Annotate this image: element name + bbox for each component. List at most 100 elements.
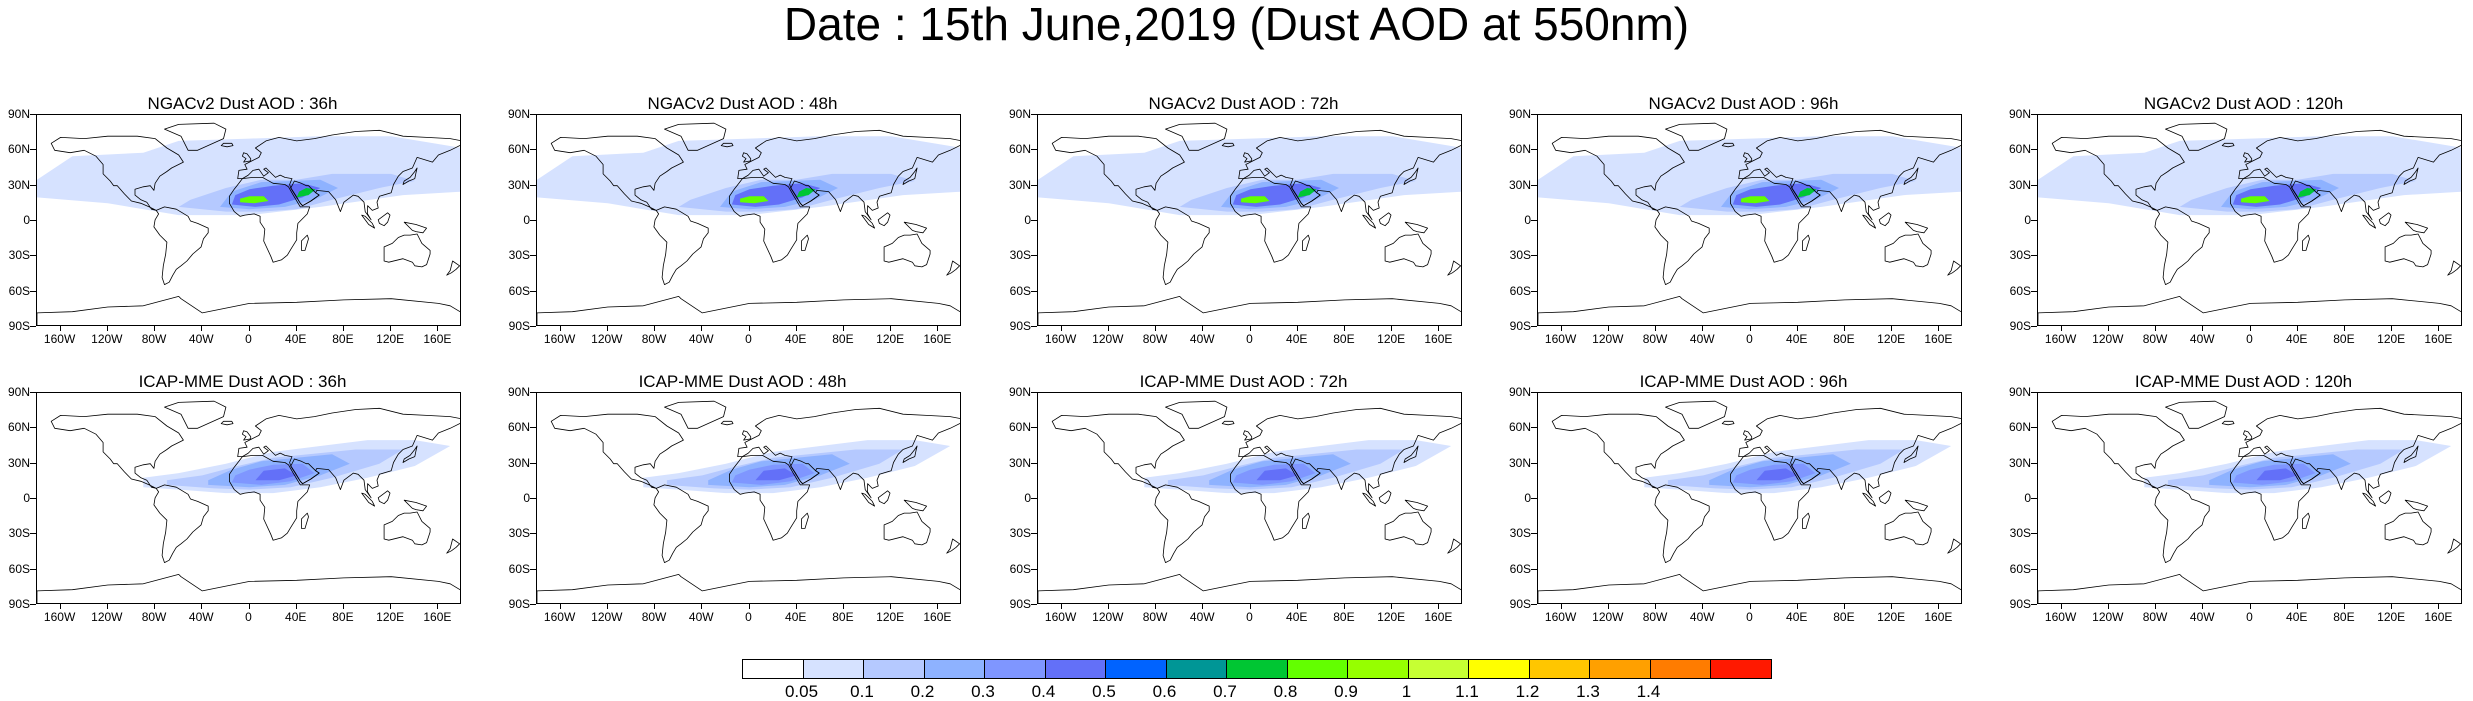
arabia-seam-outline [2291,180,2321,207]
iceland-outline [1221,420,1235,426]
sumatra-outline [1362,214,1377,229]
africa-outline [1229,177,1312,263]
great-britain-outline [2242,152,2253,163]
greenland-outline [164,400,227,429]
longitude-tick [2296,604,2298,609]
colorbar-labels: 0.05 0.1 0.2 0.3 0.4 0.5 0.6 0.7 0.8 0.9 1 1.1 1.2 1.… [742,683,1722,701]
greenland-outline [1165,122,1228,151]
map-canvas [1538,400,1961,603]
africa-outline [2229,455,2312,541]
latitude-label: 0 [1524,213,1531,227]
longitude-tick [2391,326,2393,331]
antarctica-outline [537,295,960,325]
longitude-tick [1560,326,1562,331]
longitude-label: 120E [876,332,905,346]
new-zealand-outline [946,260,960,276]
longitude-tick [654,326,656,331]
map-canvas [537,400,960,603]
new-guinea-outline [903,499,928,512]
greenland-outline [664,122,727,151]
latitude-label: 60N [1508,142,1531,157]
latitude-tick [1531,462,1537,464]
longitude-label: 40E [1286,332,1308,346]
longitude-label: 0 [1746,610,1753,624]
north-america-outline [50,135,184,211]
longitude-label: 0 [2246,610,2253,624]
south-america-outline [2154,206,2210,286]
latitude-label: 90N [1508,107,1531,121]
sumatra-outline [2362,214,2377,229]
longitude-tick [1655,326,1657,331]
colorbar-label: 0.4 [1031,682,1056,701]
longitude-tick [2438,604,2440,609]
longitude-label: 0 [245,610,252,624]
colorbar-label: 0.3 [971,682,995,701]
greenland-outline [664,400,727,429]
eurasia-outline [2238,129,2461,221]
madagascar-outline [1801,512,1810,529]
new-guinea-outline [1904,499,1929,512]
longitude-tick [654,604,656,609]
latitude-tick [30,498,36,499]
dust-aod-map [536,392,961,604]
longitude-tick [2391,604,2393,609]
colorbar-label: 1.1 [1455,682,1479,701]
eurasia-outline [737,407,960,499]
longitude-label: 40E [2286,610,2308,624]
longitude-label: 40W [2189,610,2215,624]
longitude-label: 120E [376,610,405,624]
longitude-tick [1702,326,1704,331]
arabia-seam-outline [790,458,820,485]
longitude-tick [2343,326,2345,331]
colorbar-swatch [984,659,1046,679]
australia-outline [383,233,431,268]
panel-title: NGACv2 Dust AOD : 72h [1148,94,1339,113]
madagascar-outline [1801,234,1810,251]
antarctica-outline [1038,573,1461,603]
longitude-label: 40W [1689,332,1715,346]
iceland-outline [1721,142,1735,148]
japan-outline [902,445,918,463]
latitude-label: 30N [2008,455,2031,470]
dust-aod-shading [1741,196,1770,204]
colorbar-label: 0.6 [1152,682,1177,701]
africa-outline [728,177,811,263]
madagascar-outline [1301,512,1310,529]
colorbar-swatch [1286,659,1348,679]
madagascar-outline [300,234,309,251]
longitude-label: 160E [423,610,452,624]
latitude-tick [2031,462,2037,464]
japan-outline [902,167,918,185]
longitude-label: 120E [2377,332,2406,346]
longitude-label: 0 [2246,332,2253,346]
map-panel: ICAP-MME Dust AOD : 120h 90N 60N 30N 0 30S 60S… [2001,372,2462,634]
latitude-tick [2031,568,2037,570]
new-guinea-outline [1904,221,1929,234]
africa-outline [228,455,311,541]
new-guinea-outline [403,499,428,512]
longitude-tick [2249,326,2251,331]
new-zealand-outline [1447,260,1461,276]
longitude-tick [559,604,561,609]
latitude-label: 0 [523,213,530,227]
longitude-label: 40E [285,332,307,346]
dust-aod-shading [296,188,316,198]
longitude-tick [201,326,203,331]
longitude-label: 80E [832,610,854,624]
longitude-tick [2343,604,2345,609]
sumatra-outline [1362,492,1377,507]
iceland-outline [720,420,734,426]
latitude-label: 60S [1509,561,1531,576]
australia-outline [1384,233,1432,268]
longitude-tick [1202,326,1204,331]
longitude-label: 160W [2044,332,2077,346]
longitude-label: 120E [376,332,405,346]
latitude-label: 90S [1509,597,1531,611]
longitude-label: 160W [1044,610,1077,624]
arabia-seam-outline [290,458,320,485]
colorbar-swatch [1105,659,1167,679]
latitude-label: 90S [8,319,30,333]
colorbar-swatch [1407,659,1469,679]
latitude-label: 90N [7,385,30,399]
longitude-tick [2249,604,2251,609]
